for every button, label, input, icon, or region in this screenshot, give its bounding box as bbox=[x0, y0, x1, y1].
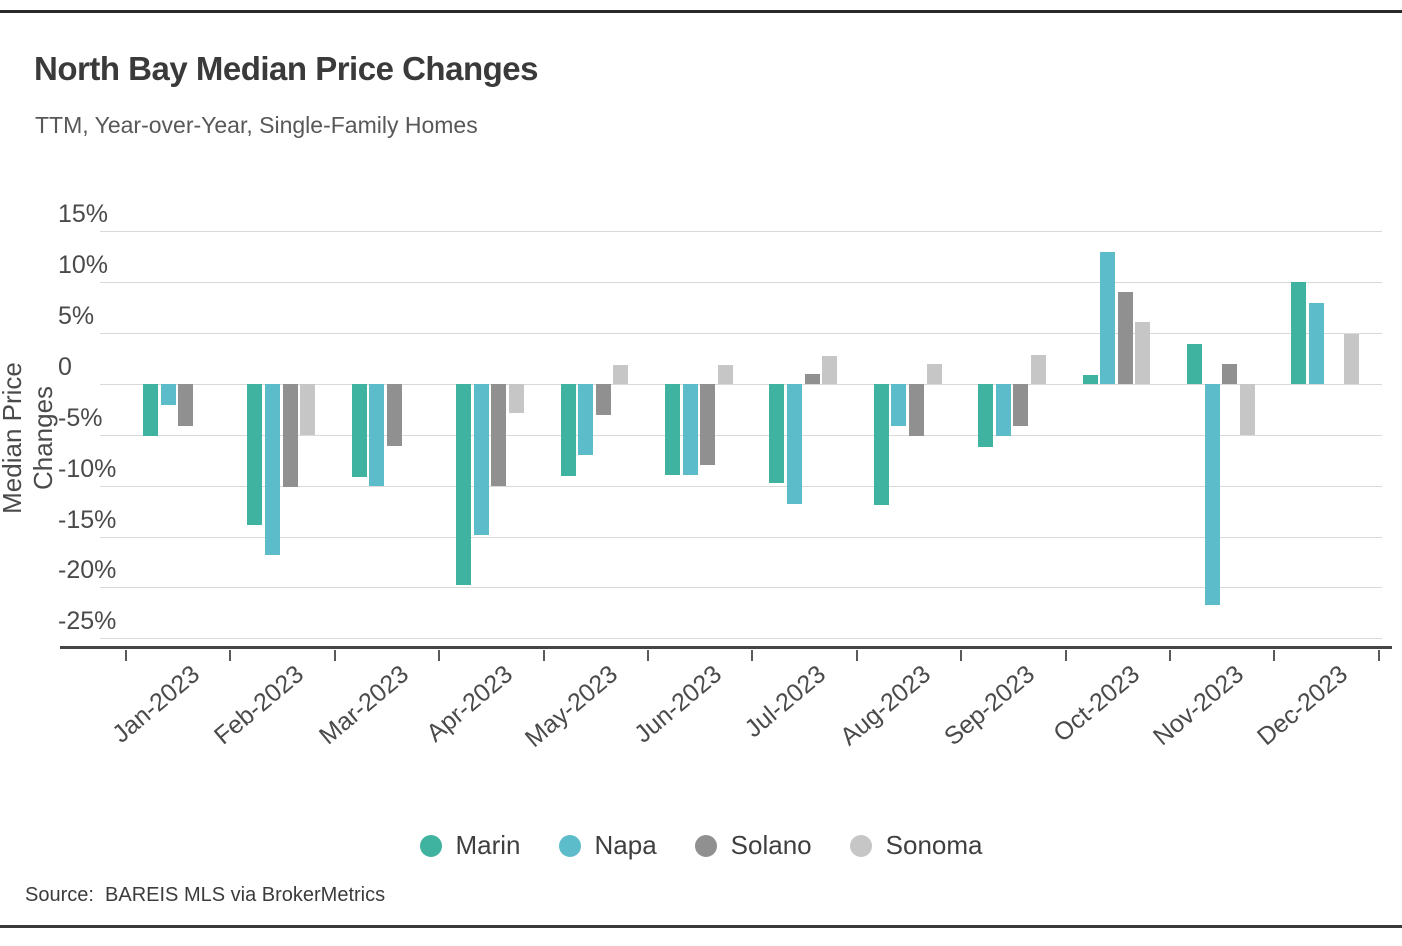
bar-solano-oct-2023 bbox=[1117, 292, 1133, 384]
bar-sonoma-dec-2023 bbox=[1344, 334, 1360, 384]
bar-solano-nov-2023 bbox=[1222, 363, 1238, 384]
legend-label: Marin bbox=[455, 830, 521, 860]
bar-sonoma-sep-2023 bbox=[1031, 354, 1046, 384]
legend-item-solano: Solano bbox=[694, 830, 812, 861]
x-tick bbox=[1064, 650, 1067, 661]
bar-napa-mar-2023 bbox=[369, 384, 385, 486]
chart-subtitle: TTM, Year-over-Year, Single-Family Homes bbox=[35, 112, 478, 138]
legend-label: Sonoma bbox=[885, 830, 983, 860]
x-tick bbox=[125, 650, 127, 661]
gridline--15% bbox=[100, 536, 1382, 538]
bar-sonoma-nov-2023 bbox=[1239, 384, 1255, 435]
legend-dot-napa bbox=[558, 834, 581, 857]
bar-marin-oct-2023 bbox=[1082, 374, 1098, 384]
y-tick-label: -10% bbox=[58, 454, 117, 483]
bar-napa-feb-2023 bbox=[265, 384, 280, 555]
bar-solano-apr-2023 bbox=[491, 384, 507, 486]
bar-marin-aug-2023 bbox=[873, 384, 889, 506]
top-divider bbox=[0, 10, 1402, 13]
legend-item-napa: Napa bbox=[558, 830, 657, 861]
chart-title: North Bay Median Price Changes bbox=[34, 50, 538, 87]
bar-napa-oct-2023 bbox=[1100, 251, 1116, 384]
x-tick bbox=[229, 650, 232, 661]
bar-solano-sep-2023 bbox=[1013, 384, 1029, 426]
bar-napa-jul-2023 bbox=[787, 384, 802, 504]
bar-solano-may-2023 bbox=[595, 384, 611, 415]
bar-solano-jun-2023 bbox=[700, 384, 716, 466]
bar-marin-jul-2023 bbox=[769, 384, 785, 483]
x-tick bbox=[1169, 650, 1171, 661]
bar-marin-mar-2023 bbox=[351, 384, 367, 477]
x-axis-line bbox=[60, 646, 1392, 649]
x-tick bbox=[960, 650, 963, 661]
bar-sonoma-may-2023 bbox=[613, 364, 629, 384]
bar-sonoma-oct-2023 bbox=[1135, 321, 1151, 384]
legend-dot-solano bbox=[694, 834, 717, 857]
x-tick bbox=[751, 650, 754, 661]
bar-sonoma-apr-2023 bbox=[509, 384, 524, 414]
x-tick bbox=[1273, 650, 1276, 661]
x-tick bbox=[855, 650, 858, 661]
gridline--20% bbox=[100, 587, 1382, 589]
y-tick-label: -25% bbox=[58, 607, 117, 636]
y-tick-label: 5% bbox=[58, 302, 95, 331]
legend-dot-sonoma bbox=[849, 834, 872, 857]
y-tick-label: 10% bbox=[58, 251, 109, 280]
bar-napa-may-2023 bbox=[578, 384, 594, 456]
gridline-15% bbox=[100, 231, 1382, 233]
bar-marin-apr-2023 bbox=[456, 384, 472, 586]
y-tick-label: -5% bbox=[58, 403, 103, 432]
legend-dot-marin bbox=[419, 834, 442, 857]
x-tick bbox=[1377, 650, 1380, 661]
x-tick bbox=[333, 650, 336, 661]
source-note: Source: BAREIS MLS via BrokerMetrics bbox=[25, 884, 386, 906]
bar-marin-dec-2023 bbox=[1291, 282, 1307, 384]
bar-marin-may-2023 bbox=[560, 384, 576, 476]
bar-napa-jun-2023 bbox=[682, 384, 698, 475]
bar-solano-jan-2023 bbox=[178, 384, 194, 426]
bar-marin-jan-2023 bbox=[143, 384, 158, 436]
legend: Marin Napa Solano Sonoma bbox=[16, 830, 1386, 861]
bar-marin-feb-2023 bbox=[247, 384, 263, 526]
legend-label: Napa bbox=[594, 830, 657, 860]
x-tick bbox=[647, 650, 649, 661]
bar-sonoma-feb-2023 bbox=[300, 384, 316, 435]
bar-sonoma-jul-2023 bbox=[822, 355, 838, 384]
gridline-5% bbox=[100, 333, 1382, 335]
legend-label: Solano bbox=[730, 830, 812, 860]
y-tick-label: -15% bbox=[58, 505, 117, 534]
gridline--5% bbox=[100, 434, 1382, 436]
bar-napa-sep-2023 bbox=[995, 384, 1011, 436]
bar-napa-dec-2023 bbox=[1309, 302, 1324, 384]
bar-solano-jul-2023 bbox=[804, 373, 820, 384]
gridline--25% bbox=[100, 638, 1382, 640]
x-tick bbox=[542, 650, 545, 661]
gridline-0 bbox=[100, 384, 1382, 385]
y-tick-label: 15% bbox=[58, 200, 109, 229]
bar-sonoma-aug-2023 bbox=[926, 363, 942, 384]
bar-napa-apr-2023 bbox=[473, 384, 489, 535]
bar-marin-sep-2023 bbox=[978, 384, 994, 448]
bar-marin-nov-2023 bbox=[1187, 344, 1202, 384]
legend-item-sonoma: Sonoma bbox=[849, 830, 983, 861]
y-tick-label: 0 bbox=[58, 353, 72, 381]
bar-solano-mar-2023 bbox=[387, 384, 402, 447]
y-tick-label: -20% bbox=[58, 556, 117, 585]
bar-marin-jun-2023 bbox=[665, 384, 680, 475]
x-tick bbox=[438, 650, 441, 661]
bar-sonoma-jun-2023 bbox=[717, 364, 733, 384]
legend-item-marin: Marin bbox=[419, 830, 521, 861]
bar-napa-jan-2023 bbox=[160, 384, 176, 406]
bar-napa-aug-2023 bbox=[891, 384, 907, 426]
bar-solano-aug-2023 bbox=[909, 384, 924, 436]
gridline-10% bbox=[100, 282, 1382, 284]
bar-napa-nov-2023 bbox=[1204, 384, 1220, 605]
bar-solano-feb-2023 bbox=[282, 384, 298, 487]
bottom-divider bbox=[0, 925, 1402, 928]
gridline--10% bbox=[100, 485, 1382, 487]
